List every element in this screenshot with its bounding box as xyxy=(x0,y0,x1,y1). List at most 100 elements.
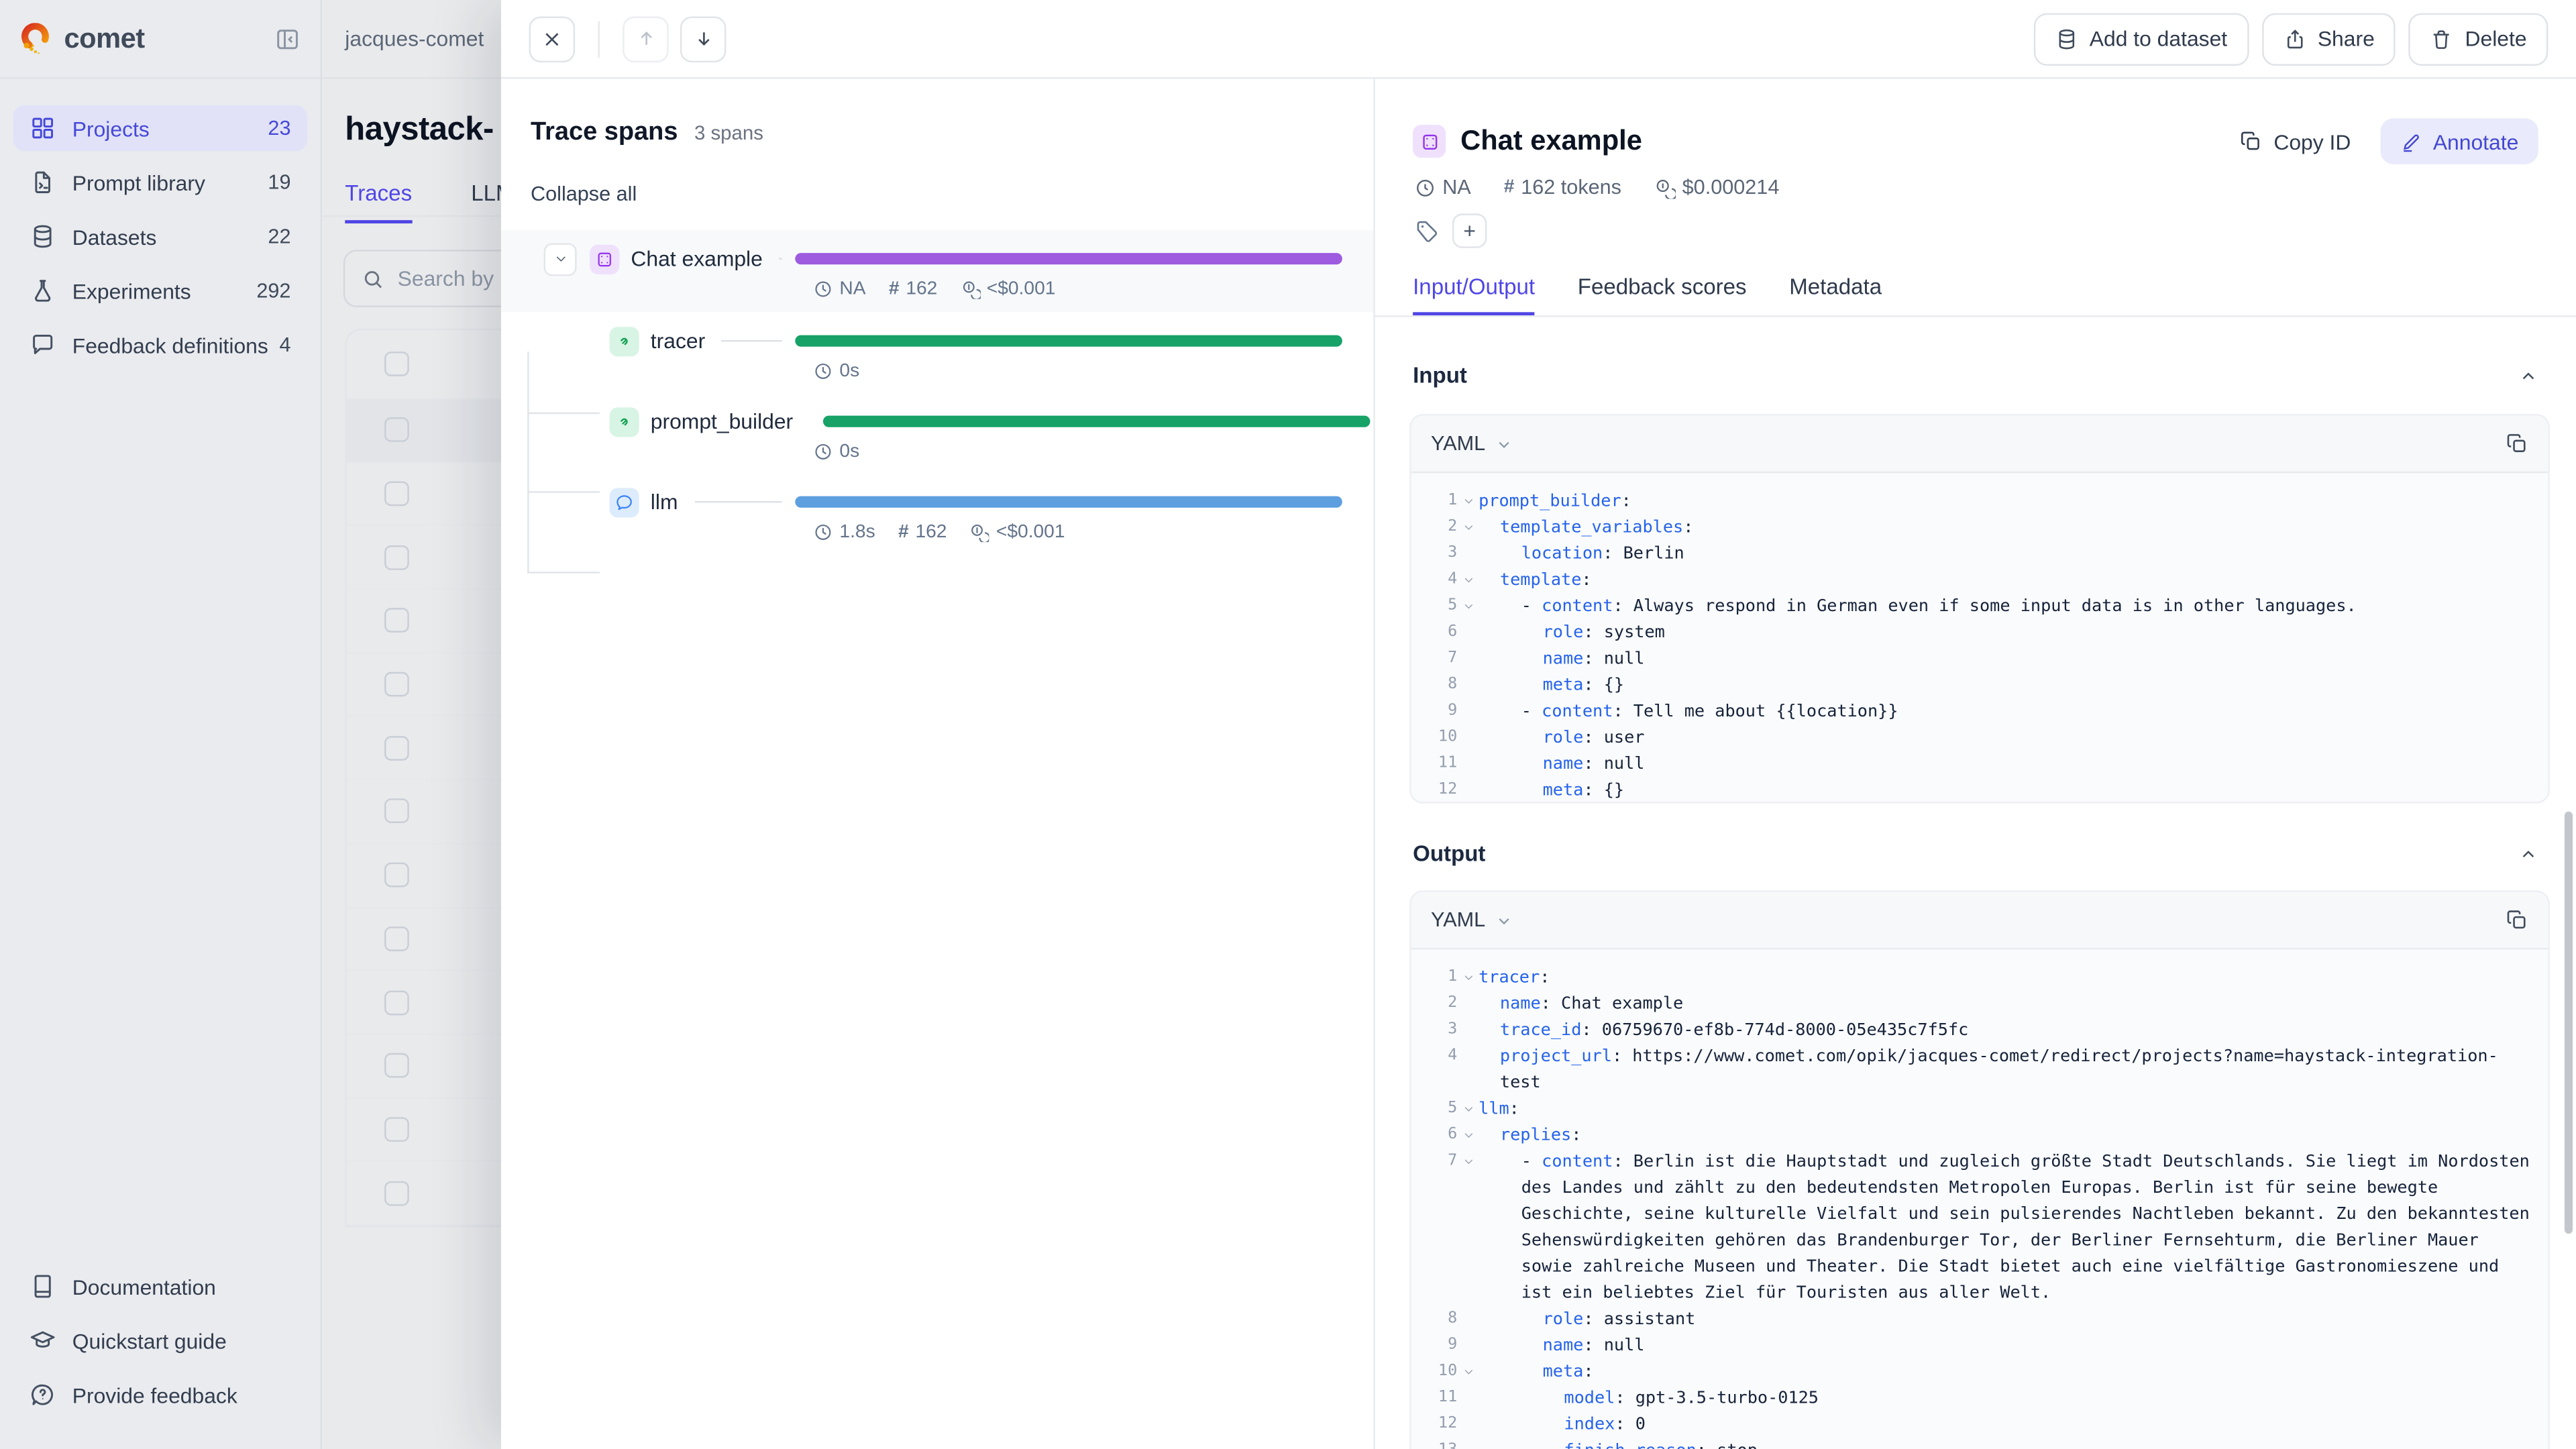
row-checkbox[interactable] xyxy=(384,863,409,888)
copy-input-icon[interactable] xyxy=(2506,432,2528,455)
collapse-line-icon[interactable] xyxy=(1457,1148,1479,1168)
sidebar-item-label: Projects xyxy=(72,115,150,141)
yaml-key: meta xyxy=(1542,675,1584,695)
yaml-key: location xyxy=(1521,543,1603,564)
line-number: 11 xyxy=(1438,754,1458,773)
yaml-key: prompt_builder xyxy=(1479,491,1621,511)
row-checkbox[interactable] xyxy=(384,1053,409,1079)
collapse-line-icon[interactable] xyxy=(1457,488,1479,507)
collapse-line-icon[interactable] xyxy=(1457,593,1479,612)
input-format-select[interactable]: YAML xyxy=(1431,432,1513,455)
row-checkbox[interactable] xyxy=(384,417,409,443)
annotate-button[interactable]: Annotate xyxy=(2380,118,2538,164)
help-icon xyxy=(30,1382,56,1408)
code-line: 13 finish_reason: stop xyxy=(1417,1438,2531,1449)
yaml-key: index xyxy=(1564,1414,1615,1434)
sidebar-item-count: 19 xyxy=(268,170,291,194)
row-checkbox[interactable] xyxy=(384,989,409,1015)
collapse-line-icon[interactable] xyxy=(1457,567,1479,586)
collapse-input-icon[interactable] xyxy=(2518,366,2538,385)
code-text: - content: Berlin ist die Hauptstadt und… xyxy=(1521,1151,2540,1303)
trace-detail-overlay: Add to dataset Share Delete xyxy=(500,0,2576,1449)
sidebar-item-datasets[interactable]: Datasets 22 xyxy=(13,213,307,260)
sidebar-item-quickstart-guide[interactable]: Quickstart guide xyxy=(13,1318,307,1364)
sidebar-item-feedback-definitions[interactable]: Feedback definitions 4 xyxy=(13,322,307,368)
yaml-key: name xyxy=(1499,994,1541,1014)
code-line: 12 index: 0 xyxy=(1417,1411,2531,1438)
table-row xyxy=(346,590,544,654)
annotate-label: Annotate xyxy=(2432,129,2519,154)
line-gutter xyxy=(1457,991,1479,998)
input-format-value: YAML xyxy=(1431,432,1486,455)
line-number: 10 xyxy=(1438,727,1458,746)
share-button[interactable]: Share xyxy=(2261,12,2396,65)
sidebar-collapse-icon[interactable] xyxy=(274,25,301,52)
table-row xyxy=(346,908,544,971)
previous-trace-button[interactable] xyxy=(623,15,669,62)
span-row-llm[interactable]: llm 1.8s #162 <$0.001 xyxy=(501,473,1373,553)
collapse-output-icon[interactable] xyxy=(2518,844,2538,863)
next-trace-button[interactable] xyxy=(680,15,727,62)
collapse-line-icon[interactable] xyxy=(1457,1122,1479,1142)
sidebar-item-projects[interactable]: Projects 23 xyxy=(13,105,307,152)
row-checkbox[interactable] xyxy=(384,672,409,697)
detail-scroll-area[interactable]: Input YAML xyxy=(1373,317,2576,1449)
detail-tab-metadata[interactable]: Metadata xyxy=(1789,274,1882,299)
detail-tab-feedback-scores[interactable]: Feedback scores xyxy=(1577,274,1747,299)
row-checkbox[interactable] xyxy=(384,735,409,761)
delete-button[interactable]: Delete xyxy=(2409,12,2548,65)
copy-id-button[interactable]: Copy ID xyxy=(2239,129,2351,154)
collapse-all-button[interactable]: Collapse all xyxy=(531,182,637,206)
close-button[interactable] xyxy=(529,15,576,62)
collapse-line-icon[interactable] xyxy=(1457,1095,1479,1115)
sidebar-item-label: Experiments xyxy=(72,278,191,303)
detail-tab-input-output[interactable]: Input/Output xyxy=(1413,274,1536,316)
yaml-key: model xyxy=(1564,1388,1615,1408)
sidebar-item-documentation[interactable]: Documentation xyxy=(13,1263,307,1309)
copy-output-icon[interactable] xyxy=(2506,908,2528,931)
breadcrumb[interactable]: jacques-comet xyxy=(345,26,484,51)
leader-line xyxy=(779,258,782,260)
row-checkbox[interactable] xyxy=(384,799,409,824)
row-checkbox[interactable] xyxy=(384,608,409,633)
collapse-line-icon[interactable] xyxy=(1457,1358,1479,1378)
collapse-line-icon[interactable] xyxy=(1457,965,1479,984)
span-row-chat-example[interactable]: Chat example NA #162 <$0.001 xyxy=(500,229,1374,313)
sidebar-item-provide-feedback[interactable]: Provide feedback xyxy=(13,1372,307,1418)
span-name: Chat example xyxy=(631,246,763,272)
input-yaml-code: 1 prompt_builder: 2 template_variables: 3 loc… xyxy=(1411,473,2548,802)
tree-connector xyxy=(527,352,529,574)
add-to-dataset-button[interactable]: Add to dataset xyxy=(2033,12,2249,65)
yaml-key: llm xyxy=(1479,1099,1509,1119)
add-tag-button[interactable]: + xyxy=(1452,213,1487,248)
output-code-card: YAML 1 tracer: 2 name: Chat example 3 trace_i… xyxy=(1409,890,2550,1449)
line-gutter xyxy=(1457,645,1479,652)
yaml-key: name xyxy=(1542,1336,1584,1356)
output-format-select[interactable]: YAML xyxy=(1431,908,1513,932)
code-text: template: xyxy=(1499,570,1592,590)
line-number: 9 xyxy=(1448,1336,1458,1354)
collapse-line-icon[interactable] xyxy=(1457,515,1479,534)
scrollbar-thumb[interactable] xyxy=(2564,811,2573,1234)
sidebar-item-experiments[interactable]: Experiments 292 xyxy=(13,268,307,314)
expand-span-button[interactable] xyxy=(543,242,577,276)
row-checkbox[interactable] xyxy=(384,481,409,506)
span-row-tracer[interactable]: tracer 0s xyxy=(501,312,1373,392)
row-checkbox[interactable] xyxy=(384,352,409,376)
yaml-key: tracer xyxy=(1479,967,1540,987)
row-checkbox[interactable] xyxy=(384,545,409,570)
yaml-key: content xyxy=(1542,596,1613,616)
trace-span-icon xyxy=(590,244,620,274)
row-checkbox[interactable] xyxy=(384,1117,409,1142)
tabs-divider xyxy=(322,215,503,217)
row-checkbox[interactable] xyxy=(384,1180,409,1205)
span-duration-bar xyxy=(822,415,1370,427)
row-checkbox[interactable] xyxy=(384,926,409,951)
code-text: prompt_builder: xyxy=(1479,491,1631,511)
search-input[interactable]: Search by xyxy=(343,250,577,307)
sidebar-item-prompt-library[interactable]: Prompt library 19 xyxy=(13,160,307,206)
line-number: 4 xyxy=(1448,1046,1458,1065)
tab-traces[interactable]: Traces xyxy=(345,180,413,224)
span-row-prompt_builder[interactable]: prompt_builder 0s xyxy=(501,392,1373,473)
add-to-dataset-label: Add to dataset xyxy=(2089,26,2228,51)
